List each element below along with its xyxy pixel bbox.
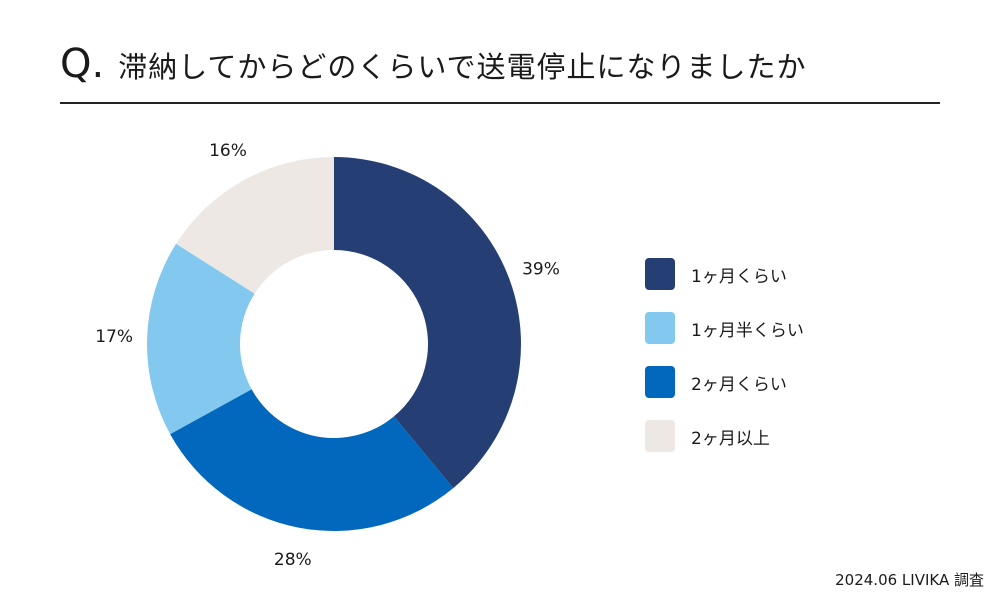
question-mark-label: Q. (60, 41, 105, 87)
data-label-3: 28% (274, 550, 312, 570)
chart-header: Q. 滞納してからどのくらいで送電停止になりましたか (60, 44, 940, 94)
title-divider (60, 102, 940, 104)
donut-slice-2 (146, 243, 255, 435)
legend-swatch (645, 312, 675, 344)
legend-label: 2ヶ月以上 (691, 428, 770, 449)
data-label-1: 39% (522, 259, 560, 279)
legend-label: 2ヶ月くらい (691, 374, 787, 395)
legend-item-4: 2ヶ月以上 (645, 420, 804, 452)
donut-slice-4 (176, 157, 334, 294)
source-note: 2024.06 LIVIKA 調査 (835, 571, 984, 589)
legend-item-3: 2ヶ月くらい (645, 366, 804, 398)
donut-slice-3 (170, 389, 454, 532)
data-label-4: 16% (209, 141, 247, 161)
legend-swatch (645, 420, 675, 452)
donut-slice-1 (334, 157, 522, 489)
chart-title: 滞納してからどのくらいで送電停止になりましたか (118, 50, 807, 84)
legend-item-1: 1ヶ月くらい (645, 258, 804, 290)
donut-chart: 39% 28% 17% 16% (95, 141, 560, 570)
legend-swatch (645, 366, 675, 398)
data-label-2: 17% (95, 327, 133, 347)
legend-label: 1ヶ月くらい (691, 266, 787, 287)
legend-swatch (645, 258, 675, 290)
legend-item-2: 1ヶ月半くらい (645, 312, 804, 344)
chart-legend: 1ヶ月くらい 1ヶ月半くらい 2ヶ月くらい 2ヶ月以上 (645, 258, 804, 452)
legend-label: 1ヶ月半くらい (691, 320, 804, 341)
